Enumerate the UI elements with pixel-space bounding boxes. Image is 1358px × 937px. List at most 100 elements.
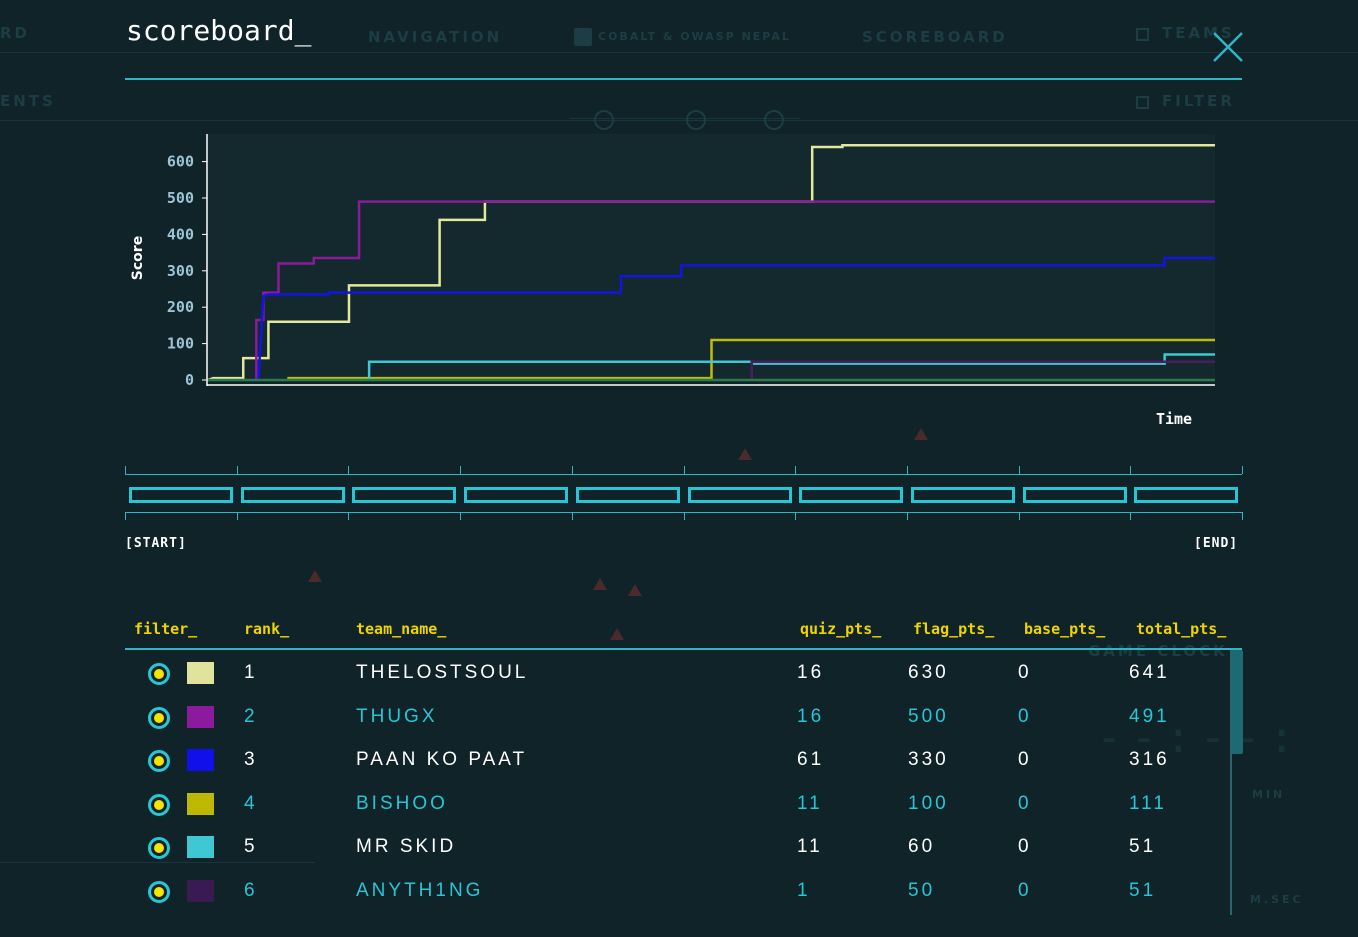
bg-divider [0,120,1358,121]
team-name-cell[interactable]: MR SKID [356,836,457,858]
timeline-tick [1242,466,1243,474]
bg-divider [0,52,1358,53]
timeline-tick [237,512,238,520]
timeline-segment[interactable] [1134,487,1238,503]
modal-title: scoreboard_ [126,14,312,47]
header-rank[interactable]: rank_ [244,620,290,638]
y-tick-label: 200 [167,298,194,316]
table-row[interactable]: 6 ANYTH1NG 1 50 0 51 [0,869,1358,913]
team-color-swatch[interactable] [187,836,214,859]
header-total-pts[interactable]: total_pts_ [1136,620,1227,638]
total-pts-cell: 111 [1129,792,1167,814]
timeline-tick [1130,466,1131,474]
table-row[interactable]: 3 PAAN KO PAAT 61 330 0 316 [0,738,1358,782]
scrollbar-track[interactable] [1230,650,1232,915]
team-color-swatch[interactable] [187,662,214,684]
table-row[interactable]: 4 BISHOO 11 100 0 111 [0,782,1358,826]
timeline-end-label: [END] [1194,536,1239,551]
header-base-pts[interactable]: base_pts_ [1024,620,1106,638]
team-name-cell[interactable]: THUGX [356,705,438,727]
header-quiz-pts[interactable]: quiz_pts_ [800,620,882,638]
table-row[interactable]: 5 MR SKID 11 60 0 51 [0,825,1358,869]
bg-nav-cobalt: COBALT & OWASP NEPAL [598,30,791,43]
quiz-pts-cell: 1 [797,880,811,901]
map-marker-icon [738,448,752,460]
team-name-cell[interactable]: PAAN KO PAAT [356,749,528,771]
total-pts-cell: 51 [1129,880,1157,901]
timeline-tick [907,466,908,474]
facebook-icon [574,28,592,46]
base-pts-cell: 0 [1018,705,1032,727]
team-color-swatch[interactable] [187,749,214,772]
series-line [207,143,1215,382]
timeline-tick [572,512,573,520]
bg-clock-min: MIN [1252,788,1286,801]
base-pts-cell: 0 [1018,836,1032,858]
base-pts-cell: 0 [1018,662,1032,683]
table-row[interactable]: 1 THELOSTSOUL 16 630 0 641 [0,651,1358,695]
timeline-tick [1242,512,1243,520]
radio-dot-icon [154,887,164,897]
timeline-segment[interactable] [576,487,680,503]
radio-dot-icon [154,712,164,723]
team-color-swatch[interactable] [187,792,214,815]
table-header-divider [125,648,1242,650]
filter-radio[interactable] [148,881,170,903]
timeline-segment[interactable] [241,487,345,503]
bg-nav-scoreboard: SCOREBOARD [862,28,1008,46]
timeline-tick [460,512,461,520]
flag-pts-cell: 100 [908,792,949,814]
close-x-icon[interactable] [1211,30,1245,64]
filter-radio[interactable] [148,793,170,816]
bg-clock-digits: --:--: [1096,712,1303,763]
timeline-bottom-rule [125,512,1242,513]
filter-radio[interactable] [148,663,170,685]
timeline-segment[interactable] [352,487,456,503]
timeline-tick [684,466,685,474]
team-color-swatch[interactable] [187,880,214,902]
quiz-pts-cell: 16 [797,662,825,683]
timeline-tick [348,512,349,520]
total-pts-cell: 51 [1129,836,1157,858]
table-header: filter_ rank_ team_name_ quiz_pts_ flag_… [0,620,1358,640]
bg-nav-item-rd: RD [0,24,31,42]
timeline-segment[interactable] [911,487,1015,503]
team-name-cell[interactable]: ANYTH1NG [356,880,484,901]
header-team-name[interactable]: team_name_ [356,620,447,638]
flag-pts-cell: 630 [908,662,949,683]
rank-cell: 1 [244,662,258,683]
team-color-swatch[interactable] [187,705,214,728]
timeline-segment[interactable] [688,487,792,503]
y-tick-label: 500 [167,189,194,207]
team-name-cell[interactable]: THELOSTSOUL [356,662,529,683]
rank-cell: 5 [244,836,258,858]
time-range-slider[interactable] [125,466,1243,522]
timeline-start-label: [START] [125,536,187,551]
scrollbar-thumb[interactable] [1231,650,1243,754]
filter-radio[interactable] [148,750,170,773]
bg-divider [0,862,315,863]
rank-cell: 2 [244,705,258,727]
bg-nav-navigation: NAVIGATION [368,28,503,46]
total-pts-cell: 316 [1129,749,1170,771]
timeline-segment[interactable] [1023,487,1127,503]
filter-radio[interactable] [148,706,170,729]
timeline-segment[interactable] [464,487,568,503]
bg-checkbox-icon [1136,28,1149,41]
timeline-tick [348,466,349,474]
header-filter[interactable]: filter_ [134,620,198,638]
y-tick-label: 100 [167,335,194,353]
timeline-segment[interactable] [799,487,903,503]
quiz-pts-cell: 11 [797,836,823,858]
map-marker-icon [610,628,624,640]
table-row[interactable]: 2 THUGX 16 500 0 491 [0,695,1358,739]
filter-radio[interactable] [148,837,170,860]
y-tick-label: 0 [185,371,194,389]
header-flag-pts[interactable]: flag_pts_ [913,620,995,638]
timeline-segment[interactable] [129,487,233,503]
title-divider [125,78,1242,80]
team-name-cell[interactable]: BISHOO [356,792,448,814]
bg-filter-label: FILTER [1162,92,1235,110]
timeline-tick [237,466,238,474]
